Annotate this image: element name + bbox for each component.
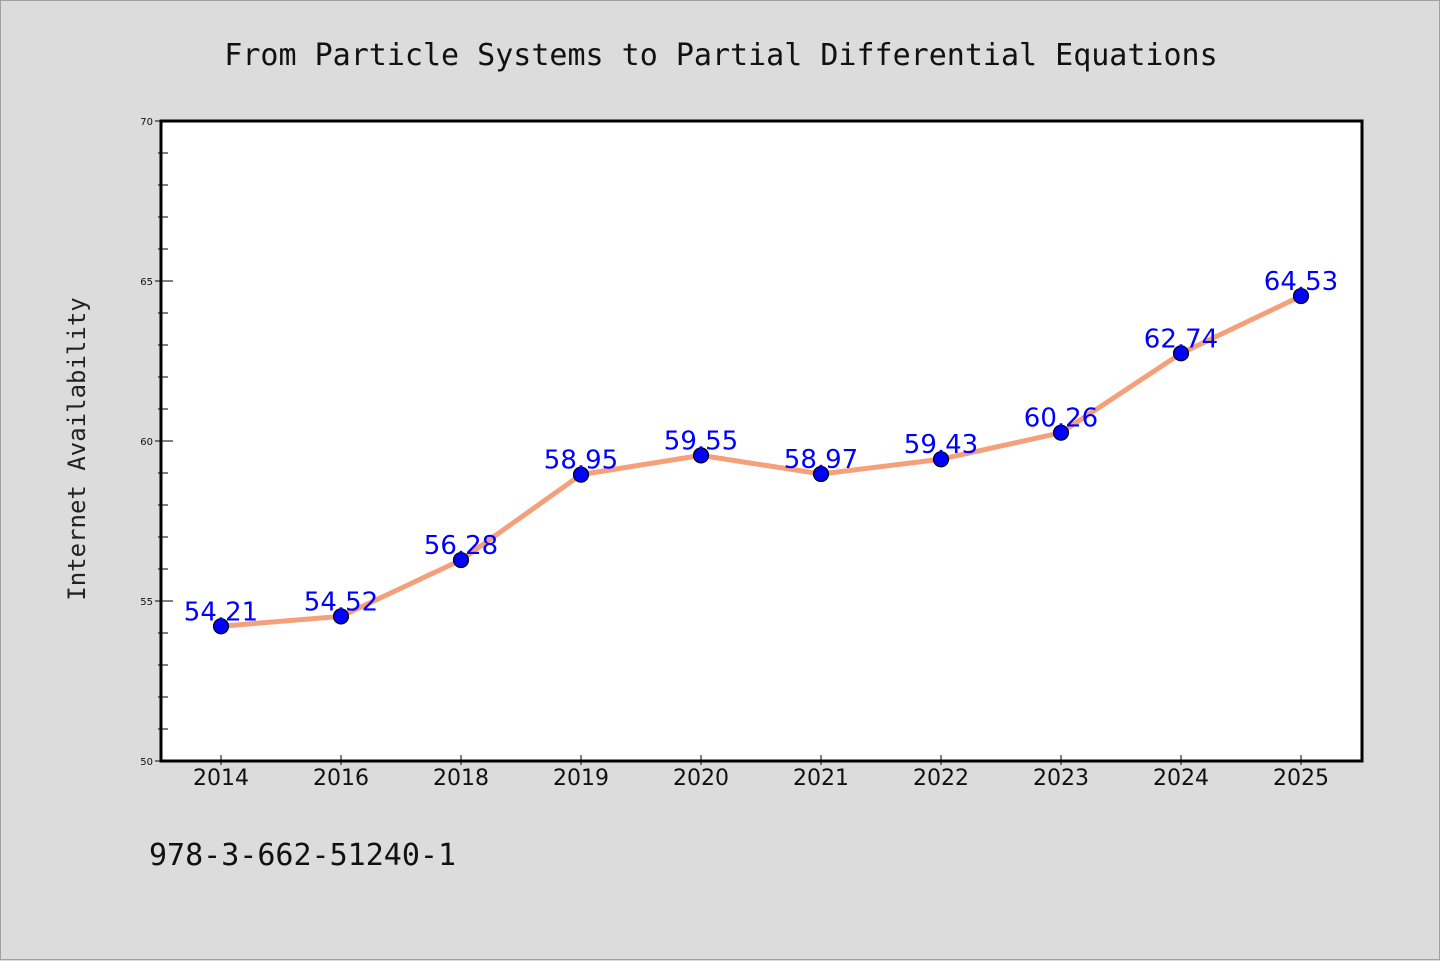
data-label: 54.52 xyxy=(304,587,378,617)
chart-title: From Particle Systems to Partial Differe… xyxy=(224,38,1217,73)
data-point xyxy=(932,451,950,468)
data-label: 56.28 xyxy=(424,531,498,561)
x-tick-label: 2021 xyxy=(793,766,849,791)
data-label: 59.43 xyxy=(904,430,978,460)
footer-identifier: 978-3-662-51240-1 xyxy=(149,838,456,873)
x-tick-label: 2023 xyxy=(1033,766,1089,791)
x-tick-label: 2020 xyxy=(673,766,729,791)
data-point xyxy=(572,466,590,483)
y-tick-label: 65 xyxy=(140,277,153,288)
data-point xyxy=(452,551,470,569)
data-point xyxy=(332,608,350,625)
y-tick-label: 50 xyxy=(140,757,153,768)
data-point xyxy=(1052,424,1070,441)
y-tick-label: 55 xyxy=(140,597,153,608)
y-axis-label: Internet Availability xyxy=(63,297,91,600)
x-tick-label: 2024 xyxy=(1153,766,1209,791)
x-tick-label: 2018 xyxy=(433,766,489,791)
data-label: 64.53 xyxy=(1264,267,1338,297)
data-label: 62.74 xyxy=(1144,324,1218,354)
y-tick-label: 60 xyxy=(140,437,153,448)
data-point xyxy=(812,465,830,483)
data-point xyxy=(212,618,230,635)
x-ticks: 2014 2016 2018 2019 2020 2021 2022 2023 2024 2025 xyxy=(193,755,1329,791)
y-tick-label: 70 xyxy=(140,117,153,128)
x-tick-label: 2025 xyxy=(1273,766,1329,791)
data-labels: 54.21 54.52 56.28 58.95 59.55 58.97 59.43 60.26… xyxy=(184,267,1338,627)
data-label: 60.26 xyxy=(1024,404,1098,434)
data-label: 59.55 xyxy=(664,426,738,456)
plot-frame xyxy=(159,119,1364,763)
data-markers xyxy=(212,287,1310,635)
data-point xyxy=(692,447,710,464)
series-line xyxy=(218,293,1304,629)
data-point xyxy=(1292,287,1310,305)
plot-area xyxy=(161,121,1362,761)
x-tick-label: 2016 xyxy=(313,766,369,791)
x-tick-label: 2019 xyxy=(553,766,609,791)
data-label: 58.95 xyxy=(544,446,618,476)
data-label: 58.97 xyxy=(784,445,858,475)
x-tick-label: 2014 xyxy=(193,766,249,791)
x-tick-label: 2022 xyxy=(913,766,969,791)
data-label: 54.21 xyxy=(184,597,258,627)
data-point xyxy=(1172,345,1190,362)
